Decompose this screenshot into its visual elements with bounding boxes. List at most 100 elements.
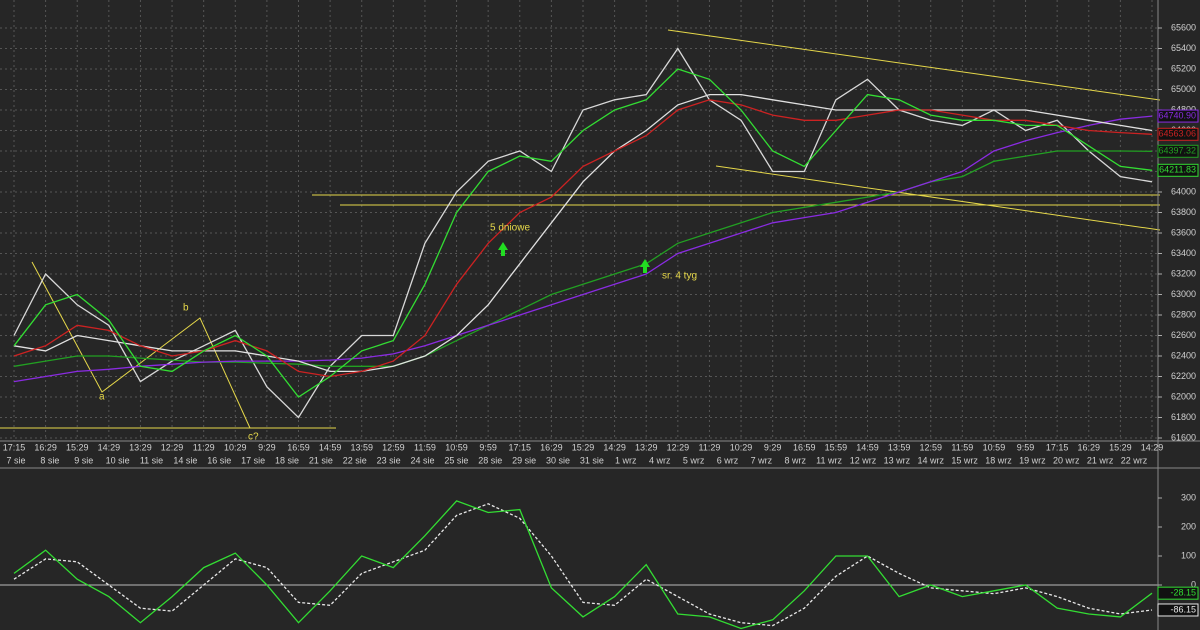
date-label: 25 sie: [444, 455, 468, 465]
y-tick-label: 62400: [1171, 350, 1196, 360]
x-tick-label: 9:59: [1017, 442, 1035, 452]
series-line: [13, 500, 1153, 630]
date-label: 12 wrz: [850, 455, 877, 465]
date-label: 29 sie: [512, 455, 536, 465]
annotation: b: [183, 303, 189, 314]
date-label: 10 sie: [106, 455, 130, 465]
value-label: 64740.90: [1158, 110, 1196, 120]
x-tick-label: 10:29: [224, 442, 247, 452]
x-tick-label: 15:59: [825, 442, 848, 452]
value-box: [1157, 586, 1199, 600]
x-tick-label: 15:29: [66, 442, 89, 452]
y-tick-label: 63800: [1171, 207, 1196, 217]
x-tick-label: 17:15: [3, 442, 26, 452]
y-tick-label: 65200: [1171, 63, 1196, 73]
value-label: 64211.83: [1159, 165, 1196, 175]
date-label: 16 sie: [207, 455, 231, 465]
x-tick-label: 14:59: [319, 442, 342, 452]
y-tick-label: 65600: [1171, 22, 1196, 32]
trendline: [715, 165, 1161, 231]
wave-line: [31, 261, 251, 429]
date-label: 14 wrz: [917, 455, 944, 465]
trendline: [667, 29, 1161, 101]
y-tick-label: 63400: [1171, 248, 1196, 258]
x-tick-label: 16:59: [793, 442, 816, 452]
value-label: -28.15: [1170, 588, 1196, 598]
y-tick-label: 100: [1181, 550, 1196, 560]
date-label: 24 sie: [411, 455, 435, 465]
annotation: 5 dniowe: [490, 223, 530, 234]
y-tick-label: 62000: [1171, 391, 1196, 401]
y-tick-label: 63200: [1171, 268, 1196, 278]
x-tick-label: 16:29: [1078, 442, 1101, 452]
y-tick-label: 61800: [1171, 412, 1196, 422]
x-tick-label: 11:59: [414, 442, 436, 452]
x-tick-label: 11:29: [193, 442, 215, 452]
trendlines: [0, 29, 1161, 429]
date-label: 6 wrz: [717, 455, 739, 465]
arrows: [498, 242, 650, 273]
series-line: [13, 503, 1153, 627]
date-label: 11 wrz: [816, 455, 842, 465]
series-line: [13, 47, 1153, 419]
date-label: 18 wrz: [985, 455, 1012, 465]
date-label: 21 sie: [309, 455, 333, 465]
x-tick-label: 9:59: [479, 442, 497, 452]
x-tick-label: 10:29: [730, 442, 753, 452]
date-label: 14 sie: [173, 455, 197, 465]
arrow: [498, 242, 508, 256]
x-tick-label: 9:29: [258, 442, 276, 452]
y-tick-label: 200: [1181, 521, 1196, 531]
date-label: 28 sie: [478, 455, 502, 465]
date-label: 9 sie: [74, 455, 93, 465]
date-label: 21 wrz: [1087, 455, 1114, 465]
annotation: a: [99, 392, 105, 403]
value-label: 64397.32: [1158, 146, 1196, 156]
y-tick-label: 63600: [1171, 227, 1196, 237]
value-label: 64563.06: [1158, 129, 1196, 139]
x-tick-label: 16:29: [34, 442, 57, 452]
y-tick-label: 61600: [1171, 432, 1196, 442]
x-tick-label: 13:59: [350, 442, 373, 452]
y-tick-label: 0: [1191, 579, 1196, 589]
y-tick-label: 62200: [1171, 371, 1196, 381]
x-tick-label: 13:29: [635, 442, 658, 452]
date-label: 23 sie: [377, 455, 401, 465]
date-label: 31 sie: [580, 455, 604, 465]
x-tick-label: 16:29: [540, 442, 563, 452]
y-tick-label: 65000: [1171, 84, 1196, 94]
y-tick-label: 62800: [1171, 309, 1196, 319]
arrow: [640, 259, 650, 273]
x-tick-label: 15:29: [572, 442, 595, 452]
x-tick-label: 14:29: [1141, 442, 1164, 452]
x-tick-label: 17:15: [509, 442, 532, 452]
y-tick-label: 62600: [1171, 330, 1196, 340]
value-box: [1157, 163, 1199, 177]
y-tick-label: 64800: [1171, 104, 1196, 114]
date-label: 19 wrz: [1019, 455, 1046, 465]
y-tick-label: 300: [1181, 492, 1196, 502]
x-tick-label: 15:29: [1109, 442, 1132, 452]
x-tick-label: 11:59: [951, 442, 973, 452]
x-tick-label: 16:59: [287, 442, 310, 452]
value-box: [1157, 109, 1199, 123]
x-tick-label: 13:29: [129, 442, 152, 452]
date-label: 5 wrz: [683, 455, 705, 465]
grid: [0, 0, 1158, 586]
x-tick-label: 10:59: [445, 442, 468, 452]
y-tick-label: 64000: [1171, 186, 1196, 196]
plot: [13, 47, 1153, 630]
date-label: 30 sie: [546, 455, 570, 465]
date-label: 7 sie: [6, 455, 25, 465]
x-tick-label: 14:59: [856, 442, 879, 452]
date-label: 15 wrz: [951, 455, 978, 465]
value-box: [1157, 144, 1199, 158]
date-label: 18 sie: [275, 455, 299, 465]
series-line: [13, 115, 1153, 383]
y-tick-label: 65400: [1171, 43, 1196, 53]
date-label: 20 wrz: [1053, 455, 1080, 465]
date-label: 8 wrz: [784, 455, 806, 465]
x-tick-label: 12:59: [382, 442, 405, 452]
annotation: sr. 4 tyg: [662, 271, 697, 282]
